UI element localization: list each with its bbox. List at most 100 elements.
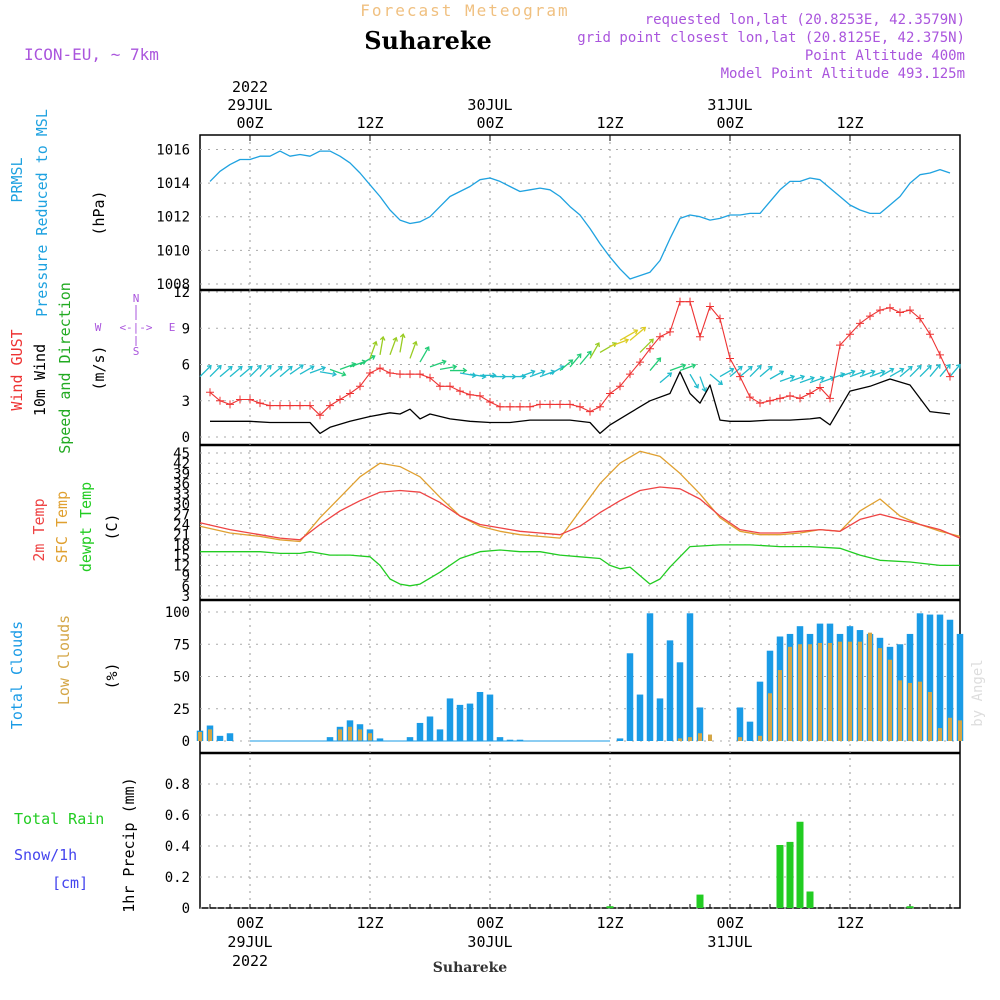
gust-marker [906, 306, 914, 315]
wind-arrow-head [594, 342, 600, 348]
wind-arrow [719, 368, 734, 378]
total-cloud-bar [626, 653, 634, 741]
gust-marker [646, 344, 654, 353]
clouds-tick-label: 100 [165, 605, 190, 621]
wind-tick-label: 6 [182, 358, 190, 374]
wind-arrow [549, 365, 565, 375]
rain-bar [606, 906, 614, 909]
wind-arrow [569, 353, 582, 368]
total-cloud-bar [226, 733, 234, 741]
top-time-label: 00Z [476, 114, 503, 132]
total-cloud-bar [406, 737, 414, 741]
temp-tick-label: 36 [173, 477, 190, 493]
low-cloud-bar [868, 632, 872, 741]
wind-arrow [709, 373, 723, 385]
temp-tick-label: 45 [173, 446, 190, 462]
wind-arrow-head [870, 369, 876, 375]
gust-marker [696, 332, 704, 341]
gust-marker [706, 302, 714, 311]
wind-arrow [259, 365, 272, 378]
temp-unit: (C) [103, 513, 121, 540]
gust-marker [946, 372, 954, 381]
gust-marker [716, 314, 724, 323]
bottom-time-label: 2022 [232, 952, 268, 970]
total-cloud-bar [916, 613, 924, 741]
wind-arrow [949, 364, 961, 378]
gust-marker [576, 402, 584, 411]
gust-marker [246, 395, 254, 404]
wind-arrow-head [216, 364, 222, 370]
wind-arrow [769, 370, 784, 380]
wind-arrow-head [860, 369, 866, 375]
precip-label-snow: Snow/1h [14, 846, 77, 864]
total-cloud-bar [696, 707, 704, 741]
gust-marker [636, 358, 644, 367]
wind-arrow-head [880, 369, 886, 375]
wind-arrow [369, 341, 377, 359]
wind-arrow [619, 329, 638, 341]
top-time-label: 30JUL [467, 96, 512, 114]
low-cloud-bar [838, 641, 842, 741]
total-cloud-bar [496, 737, 504, 741]
wind-arrow [779, 375, 795, 383]
dewpt-line [200, 544, 960, 587]
temp-tick-label: 21 [173, 528, 190, 544]
bottom-time-label: 30JUL [467, 933, 512, 951]
wind-arrow [699, 376, 706, 392]
wind-arrow [649, 357, 661, 371]
rain-bar [776, 845, 784, 908]
wind-arrow [809, 376, 825, 384]
gust-marker [666, 327, 674, 336]
low-cloud-bar [908, 682, 912, 741]
wind-tick-label: 12 [173, 285, 190, 301]
low-cloud-bar [788, 646, 792, 741]
temp-label-sfc: SFC Temp [53, 491, 71, 563]
wind-arrow [469, 373, 486, 378]
low-cloud-bar [848, 641, 852, 741]
compass-w: W [95, 321, 102, 334]
gust-marker [926, 330, 934, 339]
wind-arrow-head [530, 369, 536, 375]
wind-arrow-head [277, 365, 283, 371]
clouds-unit: (%) [103, 662, 121, 689]
total-cloud-bar [506, 739, 514, 741]
rain-bar [786, 841, 794, 908]
low-cloud-bar [768, 693, 772, 741]
wind-arrow [219, 366, 233, 378]
gust-marker [756, 399, 764, 408]
total-cloud-bar [486, 694, 494, 741]
wind-arrow-head [399, 333, 406, 339]
precip-tick-label: 0.4 [165, 839, 190, 855]
gust-marker [306, 401, 314, 410]
gust-marker [446, 382, 454, 391]
precip-tick-label: 0.8 [165, 777, 190, 793]
precip-label-rain: Total Rain [14, 810, 104, 828]
total-cloud-bar [736, 707, 744, 741]
model-name: ICON-EU, ~ 7km [24, 45, 159, 64]
top-time-label: 12Z [596, 114, 623, 132]
wind-arrow-head [206, 364, 212, 370]
total-cloud-bar [376, 738, 384, 741]
wind-arrow-head [341, 371, 347, 377]
pressure-tick-label: 1008 [156, 277, 190, 293]
gust-marker [736, 372, 744, 381]
low-cloud-bar [678, 738, 682, 741]
wind-arrow [359, 355, 376, 366]
top-time-label: 12Z [836, 114, 863, 132]
gust-marker [406, 370, 414, 379]
rain-bar [806, 891, 814, 908]
wind-arrow [799, 376, 815, 384]
gust-marker [846, 330, 854, 339]
gust-marker [466, 390, 474, 399]
wind-arrow [519, 370, 535, 378]
gust-marker [226, 400, 234, 409]
low-cloud-bar [898, 680, 902, 741]
low-cloud-bar [738, 737, 742, 741]
total-cloud-bar [686, 613, 694, 741]
gust-marker [326, 401, 334, 410]
gust-marker [266, 401, 274, 410]
wind-arrow-head [907, 365, 913, 371]
point-altitude: Point Altitude 400m [805, 48, 965, 64]
total-cloud-bar [746, 721, 754, 741]
